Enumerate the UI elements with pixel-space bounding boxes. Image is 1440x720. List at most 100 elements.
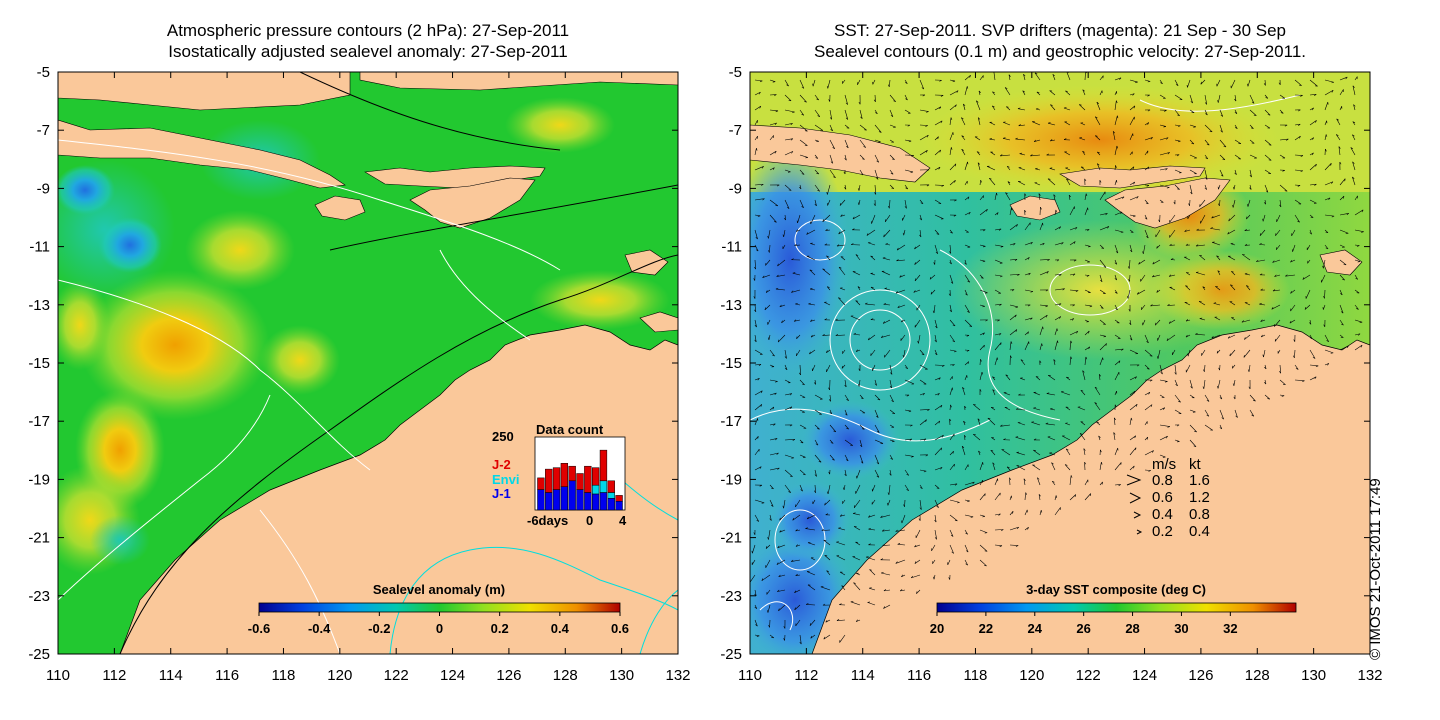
inset-bar-j2 [599, 449, 608, 482]
inset-bar-j2 [537, 477, 545, 490]
inset-bar-j1 [537, 489, 545, 511]
inset-ymax-label: 250 [492, 429, 514, 444]
left-x-tick-label: 112 [102, 667, 126, 684]
inset-bar-envi [599, 480, 608, 493]
sla-field [58, 72, 678, 654]
inset-bar-j2 [576, 473, 584, 490]
sst-colorbar: 3-day SST composite (deg C) 20 22 24 26 28 30… [930, 582, 1297, 636]
left-y-tick-label: -17 [28, 413, 50, 430]
left-y-tick-label: -5 [37, 64, 50, 81]
left-x-tick-label: 116 [215, 667, 239, 684]
left-title-line1: Atmospheric pressure contours (2 hPa): 2… [166, 21, 570, 40]
colorbar-tick-label: 28 [1125, 621, 1139, 636]
right-x-tick-label: 130 [1301, 667, 1326, 684]
right-y-tick-label: -13 [720, 297, 742, 314]
inset-x-label-end: 4 [619, 513, 627, 528]
sst-colorbar-label: 3-day SST composite (deg C) [1026, 582, 1206, 597]
inset-bar-j1 [584, 492, 592, 511]
right-y-tick-label: -21 [720, 530, 742, 547]
velocity-legend-ms-3: 0.4 [1152, 506, 1173, 523]
left-title-line2: Isostatically adjusted sealevel anomaly:… [168, 42, 568, 61]
velocity-legend-kt-4: 0.4 [1189, 523, 1210, 540]
inset-bar-j2 [552, 467, 561, 490]
right-x-tick-label: 122 [1076, 667, 1101, 684]
geostrophic-velocity-arrows [750, 72, 1364, 645]
velocity-legend-ms-2: 0.6 [1152, 489, 1173, 506]
right-y-tick-label: -5 [729, 64, 742, 81]
colorbar-tick-label: 22 [979, 621, 993, 636]
colorbar-tick-label: 32 [1223, 621, 1237, 636]
inset-title: Data count [536, 422, 604, 437]
inset-bar-j1 [615, 500, 623, 511]
left-map: 110 112 114 116 118 120 122 124 126 128 130 132 -5 -7… [28, 64, 690, 684]
left-y-tick-label: -7 [37, 122, 50, 139]
copyright-stamp: © IMOS 21-Oct-2011 17:49 [1367, 478, 1384, 660]
colorbar-tick-label: 26 [1076, 621, 1090, 636]
right-x-tick-label: 116 [907, 667, 931, 684]
colorbar-tick-label: 20 [930, 621, 944, 636]
right-axes: 110 112 114 116 118 120 122 124 126 128 130 132 -5 -7… [720, 64, 1382, 684]
colorbar-tick-label: 24 [1028, 621, 1043, 636]
inset-legend-envi: Envi [492, 472, 519, 487]
left-y-tick-label: -13 [28, 297, 50, 314]
velocity-legend-kt-2: 1.2 [1189, 489, 1210, 506]
left-x-tick-label: 126 [496, 667, 521, 684]
right-title-line2: Sealevel contours (0.1 m) and geostrophi… [813, 42, 1306, 61]
inset-bar-j2 [591, 467, 600, 486]
colorbar-tick-label: -0.4 [308, 621, 331, 636]
right-title-line1: SST: 27-Sep-2011. SVP drifters (magenta)… [833, 21, 1286, 40]
colorbar-tick-label: -0.6 [248, 621, 270, 636]
sst-field [750, 72, 1370, 654]
right-x-tick-label: 132 [1357, 667, 1382, 684]
sla-colorbar: Sealevel anomaly (m) -0.6 -0.4 -0.2 0 0.2 0.4… [248, 582, 629, 636]
colorbar-tick-label: 0 [436, 621, 443, 636]
inset-legend-j2: J-2 [492, 457, 511, 472]
right-x-tick-label: 118 [963, 667, 987, 684]
inset-bar-j1 [591, 493, 600, 511]
left-x-tick-label: 128 [553, 667, 578, 684]
right-y-tick-label: -23 [720, 588, 742, 605]
right-x-tick-label: 110 [738, 667, 762, 684]
inset-bar-j2 [545, 468, 553, 493]
velocity-legend: m/s kt 0.8 1.6 0.6 1.2 0.4 0.8 0.2 0.4 [1126, 456, 1210, 540]
colorbar-tick-label: 0.6 [611, 621, 629, 636]
velocity-legend-kt-3: 0.8 [1189, 506, 1210, 523]
left-x-tick-label: 118 [271, 667, 295, 684]
inset-bar-j1 [545, 492, 553, 511]
left-x-tick-label: 130 [609, 667, 634, 684]
sla-colorbar-label: Sealevel anomaly (m) [373, 582, 505, 597]
right-x-tick-label: 126 [1188, 667, 1213, 684]
right-y-tick-label: -15 [720, 355, 742, 372]
left-y-tick-label: -19 [28, 471, 50, 488]
right-y-tick-label: -9 [729, 180, 742, 197]
inset-bar-j1 [607, 498, 615, 511]
left-y-tick-label: -15 [28, 355, 50, 372]
inset-bar-j2 [560, 463, 569, 487]
right-y-tick-label: -11 [721, 239, 742, 256]
inset-bar-envi [591, 484, 600, 495]
right-x-tick-label: 112 [794, 667, 818, 684]
inset-x-label-zero: 0 [586, 513, 593, 528]
inset-bar-j1 [560, 486, 569, 511]
colorbar-tick-label: 0.4 [551, 621, 570, 636]
right-y-tick-label: -7 [729, 122, 742, 139]
inset-bar-j2 [568, 465, 576, 482]
right-x-tick-label: 128 [1245, 667, 1270, 684]
right-map: 110 112 114 116 118 120 122 124 126 128 130 132 -5 -7… [720, 64, 1382, 684]
inset-bars [537, 449, 623, 511]
inset-bar-j2 [607, 480, 615, 493]
velocity-legend-kt-1: 1.6 [1189, 472, 1210, 489]
sst-colorbar-ticks: 20 22 24 26 28 30 32 [930, 612, 1238, 636]
right-y-tick-label: -19 [720, 471, 742, 488]
right-title: SST: 27-Sep-2011. SVP drifters (magenta)… [740, 20, 1380, 62]
left-x-tick-label: 124 [440, 667, 465, 684]
inset-bar-j1 [552, 489, 561, 511]
colorbar-tick-label: 30 [1174, 621, 1188, 636]
inset-bar-envi [607, 492, 615, 499]
inset-bar-j1 [599, 492, 608, 511]
velocity-legend-ms-4: 0.2 [1152, 523, 1173, 540]
left-x-tick-label: 122 [384, 667, 409, 684]
right-y-tick-label: -17 [720, 413, 742, 430]
left-x-tick-label: 132 [665, 667, 690, 684]
left-y-tick-label: -25 [28, 646, 50, 663]
